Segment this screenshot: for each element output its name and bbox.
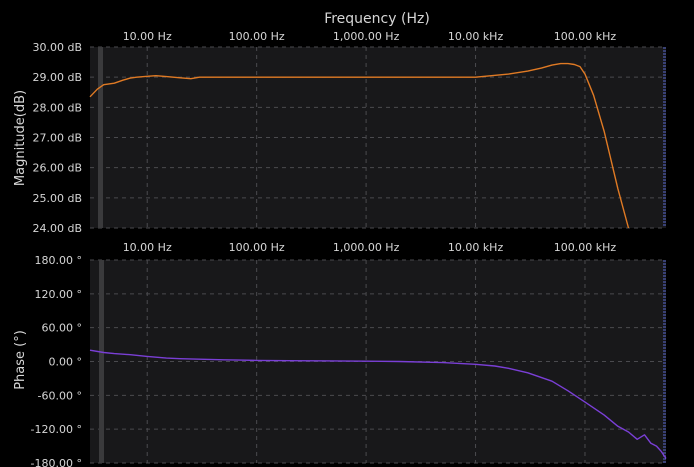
x-tick-label: 100.00 kHz [554,241,617,254]
y-tick-label: 25.00 dB [32,192,82,205]
phase-y-tick-labels: 180.00 ° 120.00 ° 60.00 ° 0.00 ° -60.00 ° -12… [31,254,82,467]
x-tick-label: 100.00 kHz [554,30,617,43]
x-tick-label: 100.00 Hz [229,30,285,43]
y-tick-label: 180.00 ° [35,254,83,267]
y-tick-label: 60.00 ° [42,322,83,335]
phase-right-ruler [663,260,666,463]
magnitude-y-tick-labels: 30.00 dB 29.00 dB 28.00 dB 27.00 dB 26.00 dB… [32,41,82,235]
magnitude-series [89,62,630,229]
y-tick-label: 28.00 dB [32,101,82,114]
phase-range-cursor[interactable] [99,260,104,463]
y-tick-label: 29.00 dB [32,71,82,84]
x-tick-label: 100.00 Hz [229,241,285,254]
y-tick-label: 27.00 dB [32,132,82,145]
x-tick-label: 10.00 Hz [123,241,172,254]
y-tick-label: 120.00 ° [35,288,83,301]
phase-panel: 10.00 Hz 100.00 Hz 1,000.00 Hz 10.00 kHz 100… [13,241,667,467]
y-tick-label: 24.00 dB [32,222,82,235]
phase-grid [90,259,666,464]
y-tick-label: 30.00 dB [32,41,82,54]
magnitude-axis-title: Magnitude(dB) [13,90,28,186]
y-tick-label: 26.00 dB [32,162,82,175]
x-tick-label: 1,000.00 Hz [333,30,400,43]
magnitude-grid [90,46,666,229]
phase-axis-title: Phase (°) [13,330,28,390]
magnitude-x-tick-labels: 10.00 Hz 100.00 Hz 1,000.00 Hz 10.00 kHz 100… [123,30,617,43]
magnitude-range-cursor[interactable] [98,47,103,228]
magnitude-panel: 10.00 Hz 100.00 Hz 1,000.00 Hz 10.00 kHz 100… [13,30,666,235]
series-line [89,62,630,229]
phase-series [89,349,667,459]
x-tick-label: 10.00 kHz [448,241,504,254]
frequency-axis-title: Frequency (Hz) [324,11,430,27]
x-tick-label: 1,000.00 Hz [333,241,400,254]
y-tick-label: -180.00 ° [31,457,82,467]
series-line [89,349,667,459]
y-tick-label: -60.00 ° [38,389,82,402]
y-tick-label: 0.00 ° [49,356,83,369]
x-tick-label: 10.00 kHz [448,30,504,43]
x-tick-label: 10.00 Hz [123,30,172,43]
magnitude-right-ruler [663,47,666,226]
y-tick-label: -120.00 ° [31,423,82,436]
phase-x-tick-labels: 10.00 Hz 100.00 Hz 1,000.00 Hz 10.00 kHz 100… [123,241,617,254]
